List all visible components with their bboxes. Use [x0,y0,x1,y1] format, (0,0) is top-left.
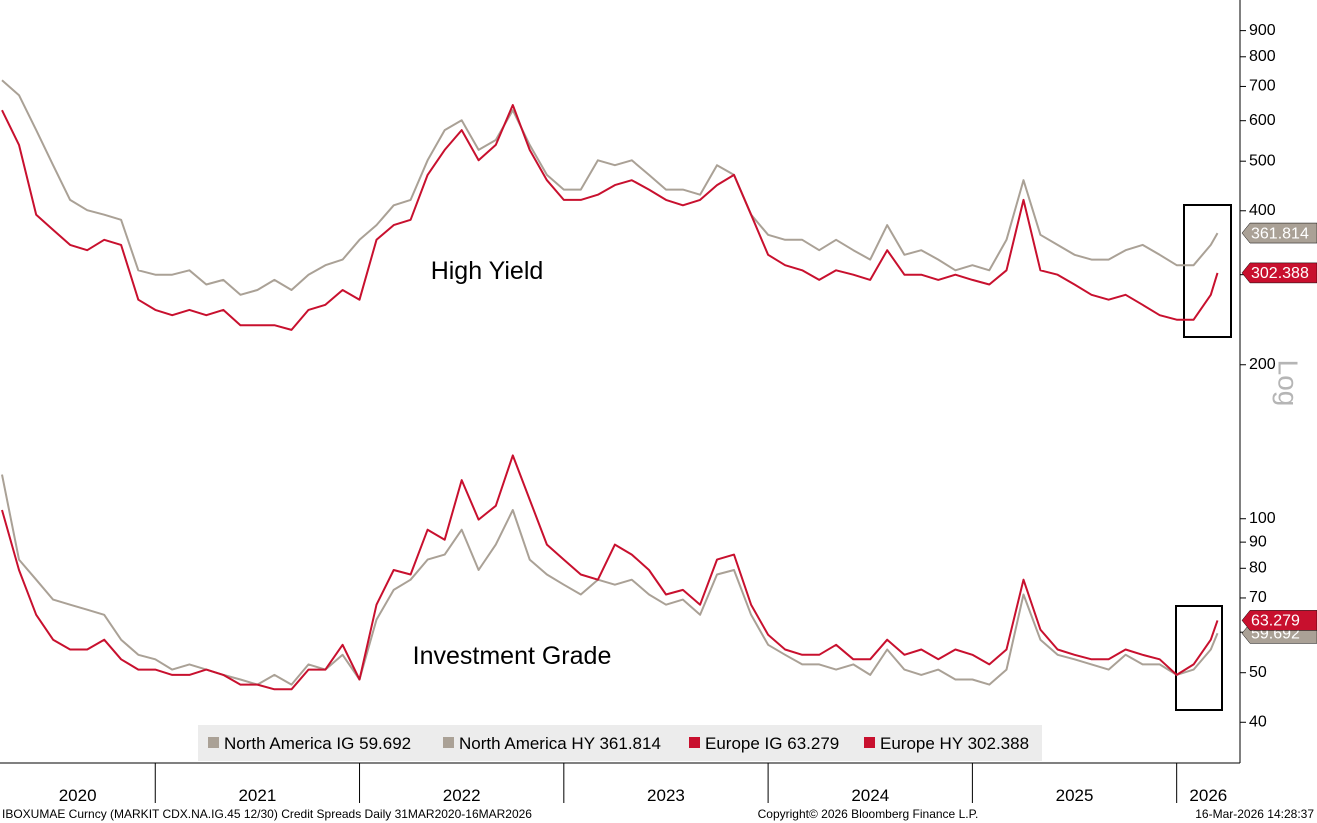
legend-name: North America HY [459,734,595,753]
value-tag-label: 63.279 [1251,613,1300,630]
legend-swatch [864,737,875,748]
x-tick-label: 2022 [443,786,481,805]
y-tick-label: 50 [1249,664,1267,681]
value-tag-label: 302.388 [1251,265,1309,282]
legend-name: Europe HY [880,734,963,753]
highlight-box [1175,605,1223,711]
legend-box [198,725,1042,761]
legend-label: North America HY 361.814 [459,734,661,753]
y-tick-label: 80 [1249,560,1267,577]
highlight-box [1183,204,1232,338]
y-tick-label: 40 [1249,713,1267,730]
series-line [1,104,1219,331]
y-tick-label: 90 [1249,533,1267,550]
x-tick-label: 2020 [59,786,97,805]
annotation: High Yield [431,257,544,285]
legend-swatch [443,737,454,748]
footer-timestamp: 16-Mar-2026 14:28:37 [1195,807,1314,821]
y-tick-label: 100 [1249,510,1276,527]
y-tick-label: 500 [1249,152,1276,169]
legend-value: 63.279 [787,734,839,753]
legend-swatch [208,737,219,748]
legend-value: 302.388 [968,734,1029,753]
x-tick-label: 2024 [851,786,889,805]
y-tick-label: 900 [1249,22,1276,39]
legend-value: 361.814 [599,734,660,753]
legend-value: 59.692 [359,734,411,753]
annotation: Investment Grade [413,642,612,670]
legend-name: Europe IG [705,734,783,753]
footer-source: IBOXUMAE Curncy (MARKIT CDX.NA.IG.45 12/… [2,807,532,821]
y-tick-label: 600 [1249,112,1276,129]
legend-label: Europe HY 302.388 [880,734,1029,753]
legend-label: North America IG 59.692 [224,734,411,753]
legend-label: Europe IG 63.279 [705,734,839,753]
legend-name: North America IG [224,734,354,753]
y-tick-label: 700 [1249,78,1276,95]
y-axis-title: Log [1273,360,1304,407]
x-tick-label: 2021 [238,786,276,805]
series-line [1,454,1219,691]
footer-copyright: Copyright© 2026 Bloomberg Finance L.P. [758,807,979,821]
y-tick-label: 800 [1249,48,1276,65]
series-line [1,79,1219,296]
x-tick-label: 2025 [1056,786,1094,805]
plot-area: 4050607080901002003004005006007008009002… [1,22,1317,805]
x-tick-label: 2026 [1189,786,1227,805]
y-tick-label: 200 [1249,356,1276,373]
value-tag [1241,262,1317,284]
value-tag-label: 361.814 [1251,225,1309,242]
y-tick-label: 70 [1249,589,1267,606]
value-tag [1241,222,1317,244]
value-tag [1241,610,1317,631]
x-tick-label: 2023 [647,786,685,805]
y-tick-label: 400 [1249,202,1276,219]
legend-swatch [689,737,700,748]
